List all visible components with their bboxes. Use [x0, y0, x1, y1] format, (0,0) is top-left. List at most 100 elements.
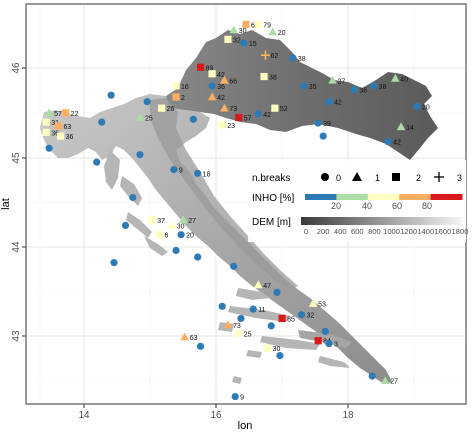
y-tick-label-45: 45	[11, 152, 22, 164]
station-label: 37	[157, 218, 165, 225]
land-dem-layer	[40, 30, 438, 384]
station-marker-triangle	[380, 376, 390, 385]
station-marker-triangle	[396, 122, 406, 131]
station-label: 40	[400, 76, 408, 83]
station-marker-circle	[237, 314, 245, 323]
station-marker-circle	[413, 102, 421, 110]
station-marker-circle	[230, 262, 238, 270]
legend-dem-tick-label: 1800	[452, 227, 469, 236]
island-korcula	[260, 336, 320, 350]
station-label: 85	[287, 316, 295, 323]
y-axis-title: lat	[0, 198, 12, 210]
station-marker-triangle	[167, 220, 177, 229]
station-label: 27	[188, 218, 196, 225]
station-marker-square	[224, 35, 232, 43]
island-hvar	[228, 306, 290, 322]
station-label: 79	[263, 22, 271, 29]
legend-dem-tick-label: 1000	[383, 227, 400, 236]
station-marker-circle	[98, 118, 106, 126]
legend-dem-colorbar	[301, 217, 462, 225]
station-label: 6	[164, 233, 168, 240]
station-marker-square	[235, 329, 243, 337]
island-rab-pag	[120, 176, 142, 206]
station-label: 27	[338, 78, 346, 85]
station-label: 9	[179, 168, 183, 175]
station-label: 27	[390, 379, 398, 386]
station-marker-triangle	[207, 92, 217, 101]
x-axis-title: lon	[238, 420, 253, 430]
station-marker-triangle	[220, 103, 229, 112]
station-marker-square	[155, 231, 164, 239]
legend-square-icon	[392, 173, 400, 181]
station-marker-circle	[325, 339, 333, 348]
station-marker-circle	[350, 85, 358, 94]
island-pelješac	[298, 330, 352, 348]
station-label: 38	[269, 75, 277, 82]
station-marker-square	[54, 122, 63, 130]
legend-dem-tick-label: 0	[304, 227, 308, 236]
station-label: 32	[307, 313, 315, 320]
y-tick-label-43: 43	[11, 330, 22, 342]
station-marker-triangle	[328, 75, 337, 84]
station-label: 62	[270, 53, 278, 60]
land-north-pannonian	[160, 30, 438, 160]
station-label: 42	[217, 95, 225, 102]
x-tick-label-14: 14	[78, 410, 90, 421]
station-label: 36	[66, 134, 74, 141]
x-tick-label-16: 16	[210, 410, 222, 421]
station-marker-circle	[177, 231, 185, 239]
legend-inho-band	[399, 194, 432, 200]
station-marker-square	[172, 93, 180, 101]
station-label: 25	[145, 115, 153, 122]
legend-inho-tick-80: 80	[422, 201, 432, 211]
station-label: 36	[359, 88, 367, 95]
station-marker-square	[208, 70, 216, 78]
island-lagosta	[232, 376, 242, 384]
station-label: 3	[334, 342, 338, 349]
station-label: 30	[273, 346, 281, 353]
legend-inho-band	[430, 194, 463, 200]
station-marker-circle	[384, 138, 392, 146]
legend-breaks-label-1: 1	[375, 173, 380, 183]
legend-inho-band	[305, 194, 337, 200]
station-marker-circle	[249, 305, 257, 313]
station-marker-circle	[240, 39, 248, 47]
station-marker-circle	[129, 193, 137, 202]
station-marker-circle	[143, 98, 151, 106]
legend-breaks-label-3: 3	[457, 173, 462, 183]
station-marker-circle	[45, 144, 53, 152]
station-marker-circle	[319, 132, 327, 140]
station-marker-circle	[370, 82, 378, 90]
station-marker-circle	[194, 253, 202, 261]
station-marker-circle	[297, 311, 306, 319]
station-label: 2	[181, 95, 185, 102]
station-marker-square	[196, 63, 205, 71]
station-marker-circle	[231, 392, 239, 401]
land-coast-dinaric	[40, 94, 392, 384]
station-label: 42	[263, 112, 271, 119]
legend-inho-tick-40: 40	[362, 201, 372, 211]
y-tick-label-44: 44	[11, 241, 22, 253]
land-highland-ridge	[150, 98, 298, 290]
station-marker-square	[242, 20, 250, 29]
station-label: 63	[63, 124, 71, 131]
station-marker-square	[158, 104, 166, 112]
station-label: 66	[229, 78, 237, 85]
station-label: 9	[240, 395, 244, 402]
station-marker-circle	[208, 82, 216, 90]
station-marker-square	[260, 72, 268, 81]
station-marker-triangle	[44, 108, 54, 117]
legend-breaks-label-2: 2	[416, 173, 421, 183]
legend-breaks-title: n.breaks	[252, 173, 290, 184]
station-marker-circle	[300, 82, 308, 90]
station-label: 53	[318, 302, 326, 309]
station-label: 14	[406, 125, 414, 132]
station-label: 15	[249, 41, 257, 48]
station-label: 42	[334, 100, 342, 107]
station-marker-square	[57, 132, 65, 140]
station-marker-triangle	[178, 215, 188, 224]
legend-plus-icon	[434, 172, 444, 182]
station-label: 32	[233, 37, 241, 44]
x-tick-label-18: 18	[342, 410, 354, 421]
